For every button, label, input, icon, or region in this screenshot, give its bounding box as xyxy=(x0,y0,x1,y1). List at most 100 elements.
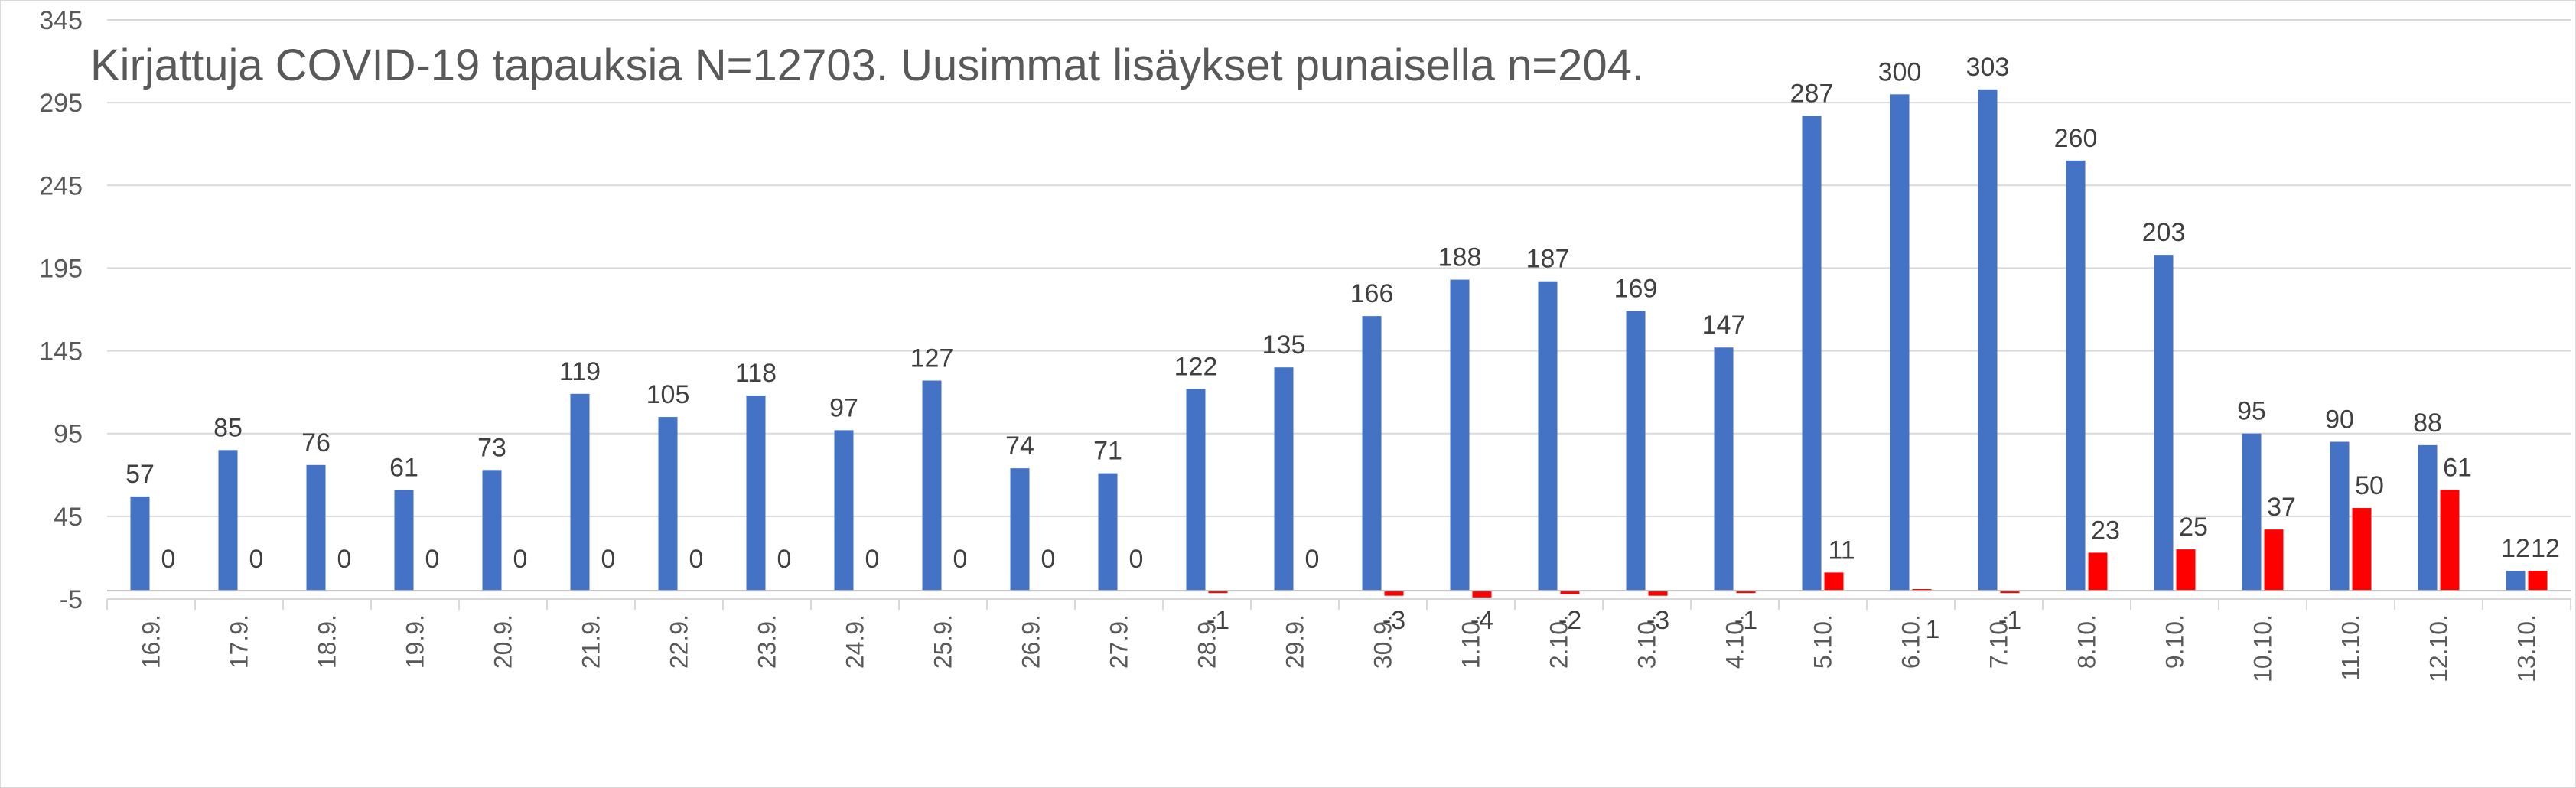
bar-total xyxy=(922,380,942,591)
bar-total xyxy=(394,490,414,591)
data-label-new: -3 xyxy=(1646,606,1669,635)
bar-new xyxy=(2088,552,2108,591)
x-tick-label: 23.9. xyxy=(754,614,781,669)
bar-new xyxy=(2352,508,2372,591)
y-tick-label: 45 xyxy=(54,503,83,532)
label-layer: 5708507606107301190105011809701270740710… xyxy=(125,53,2560,644)
data-label-new: 61 xyxy=(2443,453,2472,482)
x-tick-label: 8.10. xyxy=(2073,614,2101,669)
data-label-new: 11 xyxy=(1828,536,1855,565)
bar-new xyxy=(1208,591,1228,594)
x-tick-label: 28.9. xyxy=(1194,614,1221,669)
chart-title: Kirjattuja COVID-19 tapauksia N=12703. U… xyxy=(90,41,1645,90)
bar-new xyxy=(2440,490,2460,591)
data-label-new: 0 xyxy=(249,545,264,574)
data-label-new: -2 xyxy=(1558,606,1581,635)
bar-total xyxy=(1626,311,1646,591)
x-tick-label: 16.9. xyxy=(138,614,165,669)
data-label-total: 147 xyxy=(1702,311,1746,340)
data-label-total: 71 xyxy=(1093,437,1122,466)
data-label-new: -1 xyxy=(1998,606,2021,635)
data-label-total: 88 xyxy=(2413,409,2442,438)
bar-total xyxy=(2154,255,2174,591)
x-tick-label: 30.9. xyxy=(1369,614,1397,669)
x-tick-label: 17.9. xyxy=(226,614,253,669)
bar-total xyxy=(306,464,326,591)
y-tick-label: 145 xyxy=(39,337,83,366)
data-label-new: 12 xyxy=(2531,534,2560,563)
y-tick-label: 295 xyxy=(39,89,83,118)
data-label-new: 25 xyxy=(2179,513,2208,542)
y-tick-label: 95 xyxy=(54,420,83,449)
bar-new xyxy=(1560,591,1580,594)
data-label-new: 0 xyxy=(953,545,968,574)
data-label-total: 127 xyxy=(910,344,954,373)
data-label-total: 122 xyxy=(1174,352,1218,381)
data-label-total: 73 xyxy=(477,433,506,462)
x-tick-label: 1.10. xyxy=(1457,614,1485,669)
bar-total xyxy=(2066,160,2086,591)
data-label-total: 188 xyxy=(1438,243,1482,272)
bar-new xyxy=(2528,571,2548,591)
x-tick-label: 9.10. xyxy=(2161,614,2189,669)
bar-total xyxy=(746,395,766,591)
data-label-total: 169 xyxy=(1614,275,1658,304)
x-tick-label: 2.10. xyxy=(1545,614,1573,669)
bar-total xyxy=(1450,279,1470,591)
data-label-new: -1 xyxy=(1734,606,1757,635)
data-label-new: 0 xyxy=(865,545,880,574)
data-label-total: 95 xyxy=(2237,397,2266,426)
x-tick-label: 4.10. xyxy=(1721,614,1749,669)
data-label-new: 0 xyxy=(689,545,704,574)
x-tick-label: 18.9. xyxy=(314,614,341,669)
x-tick-label: 20.9. xyxy=(490,614,517,669)
y-tick-label: 245 xyxy=(39,171,83,200)
data-label-total: 97 xyxy=(829,393,858,422)
x-tick-label: 7.10. xyxy=(1985,614,2013,669)
bar-total xyxy=(130,496,150,591)
data-label-new: 0 xyxy=(1129,545,1144,574)
bar-new xyxy=(1472,591,1492,598)
data-label-new: 0 xyxy=(1305,545,1320,574)
x-tick-label: 13.10. xyxy=(2513,614,2541,682)
bar-new xyxy=(2264,529,2284,591)
data-label-total: 203 xyxy=(2142,218,2186,247)
data-label-total: 187 xyxy=(1526,245,1570,274)
bar-layer xyxy=(130,89,2548,598)
bar-total xyxy=(1802,116,1822,591)
y-tick-label: 345 xyxy=(39,6,83,35)
y-tick-label: 195 xyxy=(39,254,83,283)
x-tick-label: 27.9. xyxy=(1106,614,1133,669)
data-label-new: 0 xyxy=(337,545,352,574)
data-label-new: -4 xyxy=(1470,606,1493,635)
bar-total xyxy=(570,393,590,591)
data-label-new: 0 xyxy=(161,545,176,574)
bar-new xyxy=(1736,591,1756,594)
bar-total xyxy=(2418,444,2438,591)
data-label-total: 12 xyxy=(2501,534,2530,563)
data-label-total: 90 xyxy=(2325,405,2354,435)
data-label-total: 260 xyxy=(2054,124,2098,153)
bar-total xyxy=(1098,473,1118,591)
data-label-total: 118 xyxy=(735,359,777,388)
data-label-new: 0 xyxy=(601,545,616,574)
data-label-total: 166 xyxy=(1350,279,1394,308)
bar-new xyxy=(2176,549,2196,591)
data-label-total: 303 xyxy=(1966,53,2010,82)
data-label-total: 300 xyxy=(1878,57,1922,86)
x-tick-label: 12.10. xyxy=(2425,614,2453,682)
data-label-new: 23 xyxy=(2091,516,2120,545)
data-label-new: 0 xyxy=(777,545,792,574)
bar-total xyxy=(1186,389,1206,591)
bar-total xyxy=(1978,89,1998,591)
x-tick-label: 21.9. xyxy=(578,614,605,669)
x-tick-label: 10.10. xyxy=(2249,614,2277,682)
bar-total xyxy=(1274,367,1294,591)
data-label-total: 135 xyxy=(1262,331,1306,360)
bar-new xyxy=(1384,591,1404,596)
bar-total xyxy=(2242,433,2262,591)
data-label-new: 0 xyxy=(1041,545,1056,574)
bar-total xyxy=(218,450,238,591)
x-tick-label: 19.9. xyxy=(402,614,429,669)
